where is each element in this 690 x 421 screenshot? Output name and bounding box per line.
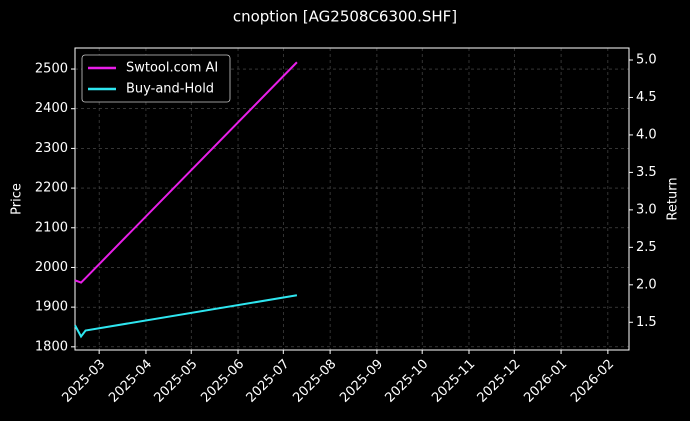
x-tick-label: 2025-07 <box>244 357 293 406</box>
x-tick-label: 2026-02 <box>568 357 617 406</box>
y2-tick-label: 3.5 <box>636 165 657 180</box>
legend-box <box>81 54 231 103</box>
series-line <box>74 294 298 339</box>
y-tick-label: 1900 <box>35 300 68 315</box>
series-line <box>74 61 298 284</box>
y2-tick-label: 4.5 <box>636 90 657 105</box>
legend-label: Swtool.com AI <box>126 61 218 76</box>
x-tick-label: 2025-06 <box>198 357 247 406</box>
x-tick-label: 2025-04 <box>106 357 155 406</box>
y2-tick-label: 5.0 <box>636 52 657 67</box>
y-tick-label: 2300 <box>35 141 68 156</box>
y-tick-label: 2500 <box>35 62 68 77</box>
y2-tick-label: 2.5 <box>636 240 657 255</box>
x-tick-label: 2025-08 <box>290 357 339 406</box>
x-tick-label: 2026-01 <box>521 357 570 406</box>
y-tick-label: 2100 <box>35 220 68 235</box>
y2-tick-label: 1.5 <box>636 315 657 330</box>
x-tick-label: 2025-09 <box>337 357 386 406</box>
y-tick-label: 1800 <box>35 339 68 354</box>
chart-title: cnoption [AG2508C6300.SHF] <box>233 8 457 26</box>
y-tick-label: 2000 <box>35 260 68 275</box>
x-tick-label: 2025-11 <box>429 357 478 406</box>
y-tick-label: 2200 <box>35 181 68 196</box>
y2-tick-label: 4.0 <box>636 127 657 142</box>
x-tick-label: 2025-10 <box>382 357 431 406</box>
y-axis-label: Price <box>10 183 25 215</box>
legend-label: Buy-and-Hold <box>126 82 214 97</box>
x-tick-label: 2025-12 <box>475 357 524 406</box>
y2-tick-label: 3.0 <box>636 202 657 217</box>
y-tick-label: 2400 <box>35 101 68 116</box>
y2-tick-label: 2.0 <box>636 277 657 292</box>
plot-frame <box>74 47 630 351</box>
x-tick-label: 2025-05 <box>152 357 201 406</box>
x-tick-label: 2025-03 <box>59 357 108 406</box>
y2-axis-label: Return <box>666 177 681 220</box>
